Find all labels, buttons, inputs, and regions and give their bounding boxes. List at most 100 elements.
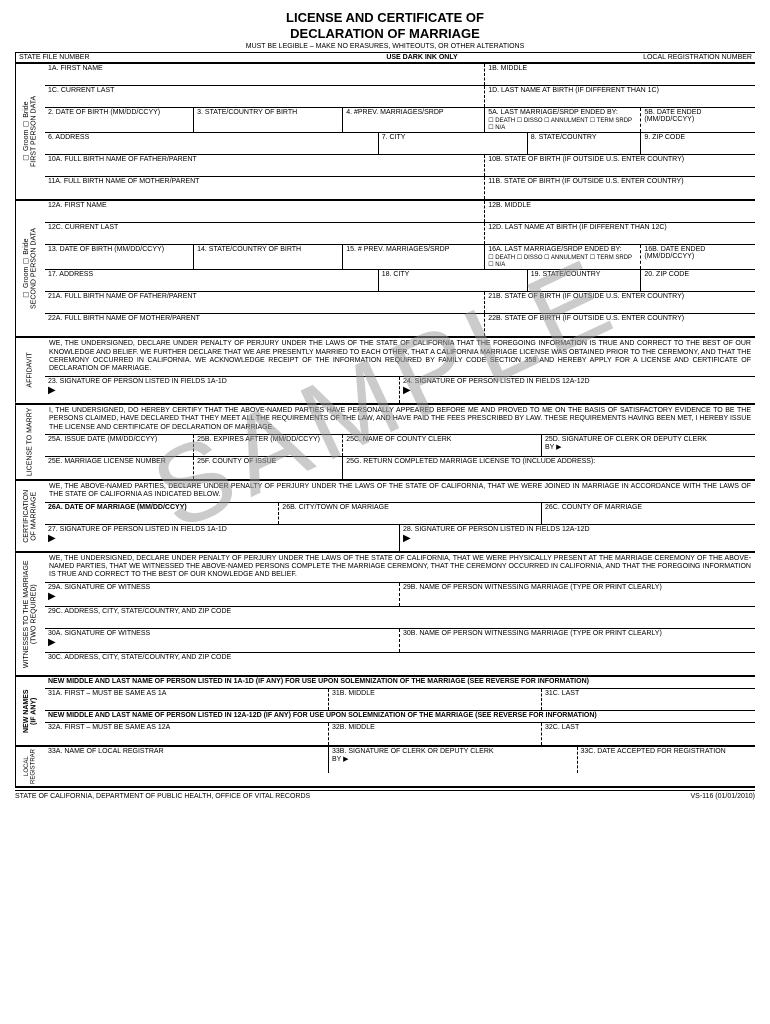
field-22b[interactable]: 22B. STATE OF BIRTH (IF OUTSIDE U.S. ENT… bbox=[485, 314, 755, 336]
field-19[interactable]: 19. STATE/COUNTRY bbox=[528, 270, 642, 291]
field-8[interactable]: 8. STATE/COUNTRY bbox=[528, 133, 642, 154]
field-13[interactable]: 13. DATE OF BIRTH (MM/DD/CCYY) bbox=[45, 245, 194, 269]
affidavit-side-label: AFFIDAVIT bbox=[15, 338, 45, 403]
certification-side-label: CERTIFICATION OF MARRIAGE bbox=[15, 481, 45, 551]
witnesses-side-label: WITNESSES TO THE MARRIAGE (TWO REQUIRED) bbox=[15, 553, 45, 675]
field-27[interactable]: 27. SIGNATURE OF PERSON LISTED IN FIELDS… bbox=[45, 525, 400, 551]
field-14[interactable]: 14. STATE/COUNTRY OF BIRTH bbox=[194, 245, 343, 269]
footer-right: VS-116 (01/01/2010) bbox=[691, 793, 755, 800]
field-26a[interactable]: 26A. DATE OF MARRIAGE (MM/DD/CCYY) bbox=[45, 503, 279, 524]
field-3[interactable]: 3. STATE/COUNTRY OF BIRTH bbox=[194, 108, 343, 132]
field-32c[interactable]: 32C. LAST bbox=[542, 723, 755, 745]
subtitle: MUST BE LEGIBLE – MAKE NO ERASURES, WHIT… bbox=[15, 43, 755, 50]
field-33a[interactable]: 33A. NAME OF LOCAL REGISTRAR bbox=[45, 747, 329, 773]
field-33c[interactable]: 33C. DATE ACCEPTED FOR REGISTRATION bbox=[578, 747, 756, 773]
signature-arrow-icon: ▶ bbox=[48, 591, 56, 602]
affidavit-text: WE, THE UNDERSIGNED, DECLARE UNDER PENAL… bbox=[45, 338, 755, 377]
field-25g[interactable]: 25G. RETURN COMPLETED MARRIAGE LICENSE T… bbox=[343, 457, 755, 479]
field-15[interactable]: 15. # PREV. MARRIAGES/SRDP bbox=[343, 245, 485, 269]
field-7[interactable]: 7. CITY bbox=[379, 133, 528, 154]
field-32a[interactable]: 32A. FIRST – MUST BE SAME AS 12A bbox=[45, 723, 329, 745]
field-17[interactable]: 17. ADDRESS bbox=[45, 270, 379, 291]
new-names-header2: NEW MIDDLE AND LAST NAME OF PERSON LISTE… bbox=[45, 711, 755, 722]
field-31b[interactable]: 31B. MIDDLE bbox=[329, 689, 542, 710]
header-row: STATE FILE NUMBER USE DARK INK ONLY LOCA… bbox=[15, 52, 755, 64]
field-11b[interactable]: 11B. STATE OF BIRTH (IF OUTSIDE U.S. ENT… bbox=[485, 177, 755, 199]
registrar-side-label: LOCAL REGISTRAR bbox=[15, 747, 45, 786]
field-1c[interactable]: 1C. CURRENT LAST bbox=[45, 86, 485, 107]
title-line2: DECLARATION OF MARRIAGE bbox=[15, 26, 755, 42]
first-person-side-label: ☐ Groom ☐ Bride FIRST PERSON DATA bbox=[15, 64, 45, 199]
field-9[interactable]: 9. ZIP CODE bbox=[641, 133, 755, 154]
new-names-side-label: NEW NAMES (IF ANY) bbox=[15, 677, 45, 745]
field-25f[interactable]: 25F. COUNTY OF ISSUE bbox=[194, 457, 343, 479]
license-side-label: LICENSE TO MARRY bbox=[15, 405, 45, 479]
field-23[interactable]: 23. SIGNATURE OF PERSON LISTED IN FIELDS… bbox=[45, 377, 400, 403]
signature-arrow-icon: ▶ bbox=[48, 385, 56, 396]
field-31c[interactable]: 31C. LAST bbox=[542, 689, 755, 710]
field-21b[interactable]: 21B. STATE OF BIRTH (IF OUTSIDE U.S. ENT… bbox=[485, 292, 755, 313]
field-24[interactable]: 24. SIGNATURE OF PERSON LISTED IN FIELDS… bbox=[400, 377, 755, 403]
field-5b[interactable]: 5B. DATE ENDED (MM/DD/CCYY) bbox=[641, 108, 755, 132]
field-26b[interactable]: 26B. CITY/TOWN OF MARRIAGE bbox=[279, 503, 542, 524]
field-28[interactable]: 28. SIGNATURE OF PERSON LISTED IN FIELDS… bbox=[400, 525, 755, 551]
field-12d[interactable]: 12D. LAST NAME AT BIRTH (IF DIFFERENT TH… bbox=[485, 223, 755, 244]
field-1b[interactable]: 1B. MIDDLE bbox=[485, 64, 755, 85]
field-33b[interactable]: 33B. SIGNATURE OF CLERK OR DEPUTY CLERK … bbox=[329, 747, 578, 773]
field-25d[interactable]: 25D. SIGNATURE OF CLERK OR DEPUTY CLERK … bbox=[542, 435, 755, 456]
license-section: LICENSE TO MARRY I, THE UNDERSIGNED, DO … bbox=[15, 405, 755, 481]
field-10a[interactable]: 10A. FULL BIRTH NAME OF FATHER/PARENT bbox=[45, 155, 485, 176]
license-text: I, THE UNDERSIGNED, DO HEREBY CERTIFY TH… bbox=[45, 405, 755, 435]
field-6[interactable]: 6. ADDRESS bbox=[45, 133, 379, 154]
footer: STATE OF CALIFORNIA, DEPARTMENT OF PUBLI… bbox=[15, 790, 755, 802]
field-10b[interactable]: 10B. STATE OF BIRTH (IF OUTSIDE U.S. ENT… bbox=[485, 155, 755, 176]
certification-section: CERTIFICATION OF MARRIAGE WE, THE ABOVE-… bbox=[15, 481, 755, 553]
state-file-number: STATE FILE NUMBER bbox=[15, 53, 296, 62]
field-29a[interactable]: 29A. SIGNATURE OF WITNESS ▶ bbox=[45, 583, 400, 606]
field-2[interactable]: 2. DATE OF BIRTH (MM/DD/CCYY) bbox=[45, 108, 194, 132]
field-30b[interactable]: 30B. NAME OF PERSON WITNESSING MARRIAGE … bbox=[400, 629, 755, 652]
footer-left: STATE OF CALIFORNIA, DEPARTMENT OF PUBLI… bbox=[15, 793, 310, 800]
registrar-section: LOCAL REGISTRAR 33A. NAME OF LOCAL REGIS… bbox=[15, 747, 755, 788]
field-5a[interactable]: 5A. LAST MARRIAGE/SRDP ENDED BY: ☐ DEATH… bbox=[485, 108, 641, 132]
signature-arrow-icon: ▶ bbox=[403, 385, 411, 396]
affidavit-section: AFFIDAVIT WE, THE UNDERSIGNED, DECLARE U… bbox=[15, 338, 755, 405]
field-1d[interactable]: 1D. LAST NAME AT BIRTH (IF DIFFERENT THA… bbox=[485, 86, 755, 107]
new-names-header1: NEW MIDDLE AND LAST NAME OF PERSON LISTE… bbox=[45, 677, 755, 688]
field-12a[interactable]: 12A. FIRST NAME bbox=[45, 201, 485, 222]
first-person-section: ☐ Groom ☐ Bride FIRST PERSON DATA 1A. FI… bbox=[15, 64, 755, 201]
field-11a[interactable]: 11A. FULL BIRTH NAME OF MOTHER/PARENT bbox=[45, 177, 485, 199]
field-26c[interactable]: 26C. COUNTY OF MARRIAGE bbox=[542, 503, 755, 524]
field-25a[interactable]: 25A. ISSUE DATE (MM/DD/CCYY) bbox=[45, 435, 194, 456]
signature-arrow-icon: ▶ bbox=[48, 637, 56, 648]
field-30c[interactable]: 30C. ADDRESS, CITY, STATE/COUNTRY, AND Z… bbox=[45, 653, 755, 675]
second-person-side-label: ☐ Groom ☐ Bride SECOND PERSON DATA bbox=[15, 201, 45, 336]
field-16b[interactable]: 16B. DATE ENDED (MM/DD/CCYY) bbox=[641, 245, 755, 269]
field-20[interactable]: 20. ZIP CODE bbox=[641, 270, 755, 291]
field-31a[interactable]: 31A. FIRST – MUST BE SAME AS 1A bbox=[45, 689, 329, 710]
signature-arrow-icon: ▶ bbox=[403, 533, 411, 544]
field-16a[interactable]: 16A. LAST MARRIAGE/SRDP ENDED BY: ☐ DEAT… bbox=[485, 245, 641, 269]
field-25b[interactable]: 25B. EXPIRES AFTER (MM/DD/CCYY) bbox=[194, 435, 343, 456]
title-line1: LICENSE AND CERTIFICATE OF bbox=[15, 10, 755, 26]
certification-text: WE, THE ABOVE-NAMED PARTIES, DECLARE UND… bbox=[45, 481, 755, 503]
field-25c[interactable]: 25C. NAME OF COUNTY CLERK bbox=[343, 435, 542, 456]
use-dark-ink: USE DARK INK ONLY bbox=[296, 53, 548, 62]
field-29b[interactable]: 29B. NAME OF PERSON WITNESSING MARRIAGE … bbox=[400, 583, 755, 606]
second-person-section: ☐ Groom ☐ Bride SECOND PERSON DATA 12A. … bbox=[15, 201, 755, 338]
signature-arrow-icon: ▶ bbox=[48, 533, 56, 544]
new-names-section: NEW NAMES (IF ANY) NEW MIDDLE AND LAST N… bbox=[15, 677, 755, 747]
field-29c[interactable]: 29C. ADDRESS, CITY, STATE/COUNTRY, AND Z… bbox=[45, 607, 755, 628]
field-25e[interactable]: 25E. MARRIAGE LICENSE NUMBER bbox=[45, 457, 194, 479]
field-12b[interactable]: 12B. MIDDLE bbox=[485, 201, 755, 222]
field-4[interactable]: 4. #PREV. MARRIAGES/SRDP bbox=[343, 108, 485, 132]
field-1a[interactable]: 1A. FIRST NAME bbox=[45, 64, 485, 85]
field-22a[interactable]: 22A. FULL BIRTH NAME OF MOTHER/PARENT bbox=[45, 314, 485, 336]
local-reg-number: LOCAL REGISTRATION NUMBER bbox=[548, 53, 755, 62]
field-30a[interactable]: 30A. SIGNATURE OF WITNESS ▶ bbox=[45, 629, 400, 652]
witnesses-text: WE, THE UNDERSIGNED, DECLARE UNDER PENAL… bbox=[45, 553, 755, 583]
field-21a[interactable]: 21A. FULL BIRTH NAME OF FATHER/PARENT bbox=[45, 292, 485, 313]
field-18[interactable]: 18. CITY bbox=[379, 270, 528, 291]
field-32b[interactable]: 32B. MIDDLE bbox=[329, 723, 542, 745]
field-12c[interactable]: 12C. CURRENT LAST bbox=[45, 223, 485, 244]
